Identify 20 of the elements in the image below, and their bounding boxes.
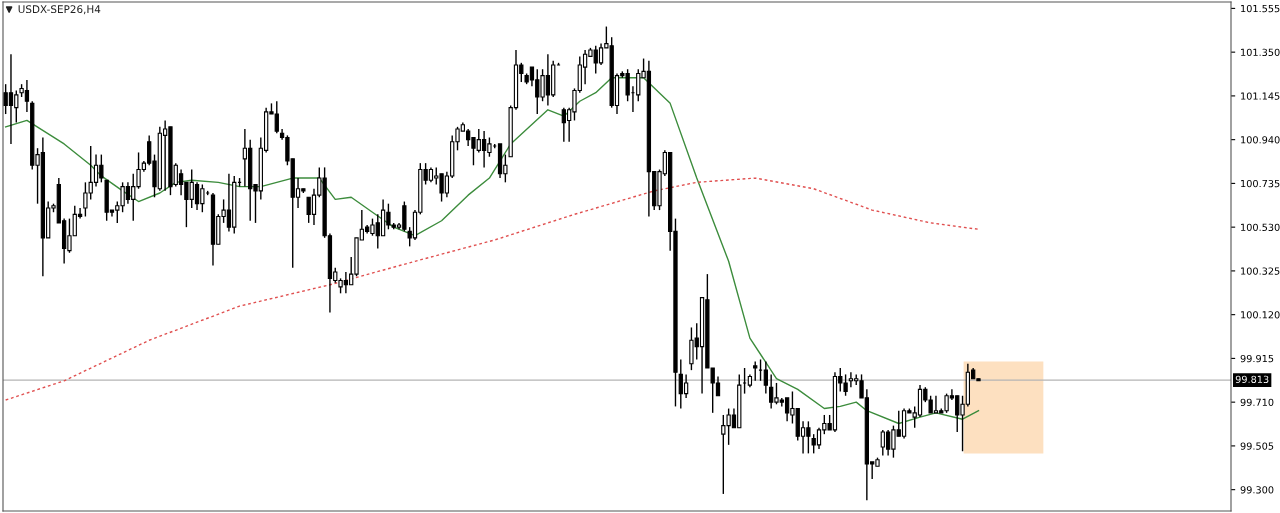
y-tick-label: 100.530	[1241, 223, 1280, 231]
candlestick	[753, 360, 758, 382]
y-tick-label: 99.505	[1240, 442, 1274, 450]
y-tick-label: 101.350	[1241, 48, 1280, 56]
y-tick-label: 99.915	[1240, 354, 1274, 363]
candlestick	[763, 360, 768, 395]
y-tick-label: 100.735	[1241, 179, 1280, 188]
y-tick-label: 99.300	[1240, 486, 1274, 494]
y-tick-label: 101.555	[1241, 4, 1280, 13]
chart-title: USDX-SEP26,H4	[18, 5, 101, 15]
candlestick	[242, 128, 248, 188]
y-tick-label: 100.120	[1241, 311, 1280, 319]
ref-line-label: 99.813	[1235, 375, 1269, 383]
y-tick-label: 99.710	[1240, 398, 1274, 406]
candlestick	[683, 373, 689, 399]
y-tick-label: 100.325	[1241, 267, 1280, 275]
y-tick-label: 100.940	[1241, 136, 1280, 144]
y-tick-label: 101.145	[1241, 92, 1280, 100]
candlestick	[848, 371, 854, 388]
line-series	[4, 177, 980, 401]
